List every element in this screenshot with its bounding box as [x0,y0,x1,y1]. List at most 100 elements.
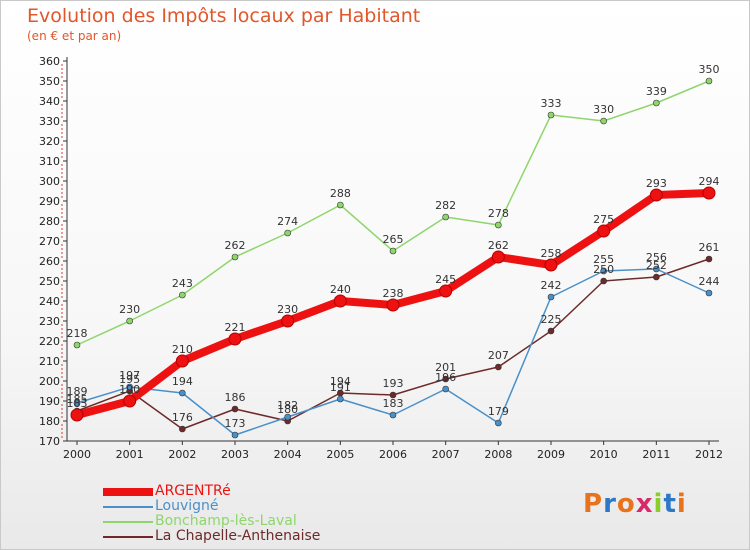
y-tick-label: 320 [39,135,60,148]
data-point [73,341,81,349]
y-tick-label: 280 [39,215,60,228]
y-tick-label: 330 [39,115,60,128]
legend-swatch [103,521,153,523]
data-point [547,327,555,335]
data-label: 173 [225,417,246,430]
x-tick-label: 2006 [379,448,407,461]
data-point [600,267,607,275]
data-point [281,314,295,328]
logo-letter: t [663,489,677,519]
data-point [491,250,505,264]
data-point [442,375,449,383]
y-tick-label: 250 [39,275,60,288]
y-tick-label: 170 [39,435,60,448]
x-tick-label: 2009 [537,448,565,461]
logo-letter: o [616,489,636,519]
data-point [547,111,555,119]
y-tick-label: 350 [39,75,60,88]
data-point [702,186,716,200]
data-label: 180 [277,403,298,416]
data-label: 243 [172,277,193,290]
data-label: 244 [699,275,720,288]
y-tick-label: 260 [39,255,60,268]
data-label: 350 [699,63,720,76]
data-point [439,284,453,298]
x-tick-label: 2011 [642,448,670,461]
x-tick-label: 2002 [168,448,196,461]
data-label: 185 [67,393,88,406]
data-point [597,224,611,238]
data-label: 339 [646,85,667,98]
data-label: 190 [119,383,140,396]
data-point [386,298,400,312]
x-tick-label: 2012 [695,448,723,461]
data-label: 195 [119,373,140,386]
logo-letter: P [583,489,604,519]
data-label: 258 [541,247,562,260]
data-label: 240 [330,283,351,296]
data-point [653,265,660,273]
data-point [284,413,291,421]
legend-label: Louvigné [155,498,219,514]
data-point [495,363,502,371]
data-label: 252 [646,259,667,272]
data-label: 242 [541,279,562,292]
data-point [123,394,137,408]
y-tick-label: 220 [39,335,60,348]
data-label: 262 [225,239,246,252]
y-tick-label: 240 [39,295,60,308]
data-label: 262 [488,239,509,252]
y-tick-label: 360 [39,55,60,68]
data-point [705,289,713,297]
data-point [600,277,607,285]
y-tick-label: 230 [39,315,60,328]
data-label: 176 [172,411,193,424]
data-label: 330 [593,103,614,116]
logo-letter: x [635,489,654,519]
data-point [442,385,449,393]
x-tick-label: 2001 [116,448,144,461]
chart-title: Evolution des Impôts locaux par Habitant [27,5,421,27]
chart-subtitle: (en € et par an) [27,29,122,43]
data-label: 333 [541,97,562,110]
data-point [547,293,555,301]
data-point [389,247,397,255]
data-label: 221 [225,321,246,334]
data-point [228,332,242,346]
data-label: 210 [172,343,193,356]
x-tick-label: 2005 [326,448,354,461]
data-label: 275 [593,213,614,226]
data-label: 245 [435,273,456,286]
data-point [284,229,291,237]
data-label: 282 [435,199,456,212]
data-point [175,354,189,368]
data-point [333,294,347,308]
data-label: 183 [67,397,88,410]
data-label: 288 [330,187,351,200]
data-label: 230 [119,303,140,316]
data-point [337,395,344,403]
y-tick-label: 340 [39,95,60,108]
legend-label: La Chapelle-Anthenaise [155,528,321,544]
proxiti-logo: Proxiti [583,489,687,519]
y-tick-label: 200 [39,375,60,388]
data-point [653,99,660,107]
x-tick-label: 2007 [432,448,460,461]
data-label: 293 [646,177,667,190]
data-label: 274 [277,215,298,228]
data-label: 191 [330,381,351,394]
legend-label: Bonchamp-lès-Laval [155,513,297,529]
data-label: 238 [383,287,404,300]
data-point [705,77,713,85]
data-point [179,389,186,397]
x-tick-label: 2010 [590,448,618,461]
data-label: 197 [119,369,140,382]
y-tick-label: 190 [39,395,60,408]
legend-swatch [103,488,153,496]
data-point [495,221,502,229]
data-label: 193 [383,377,404,390]
data-point [231,253,239,261]
data-point [389,411,397,419]
